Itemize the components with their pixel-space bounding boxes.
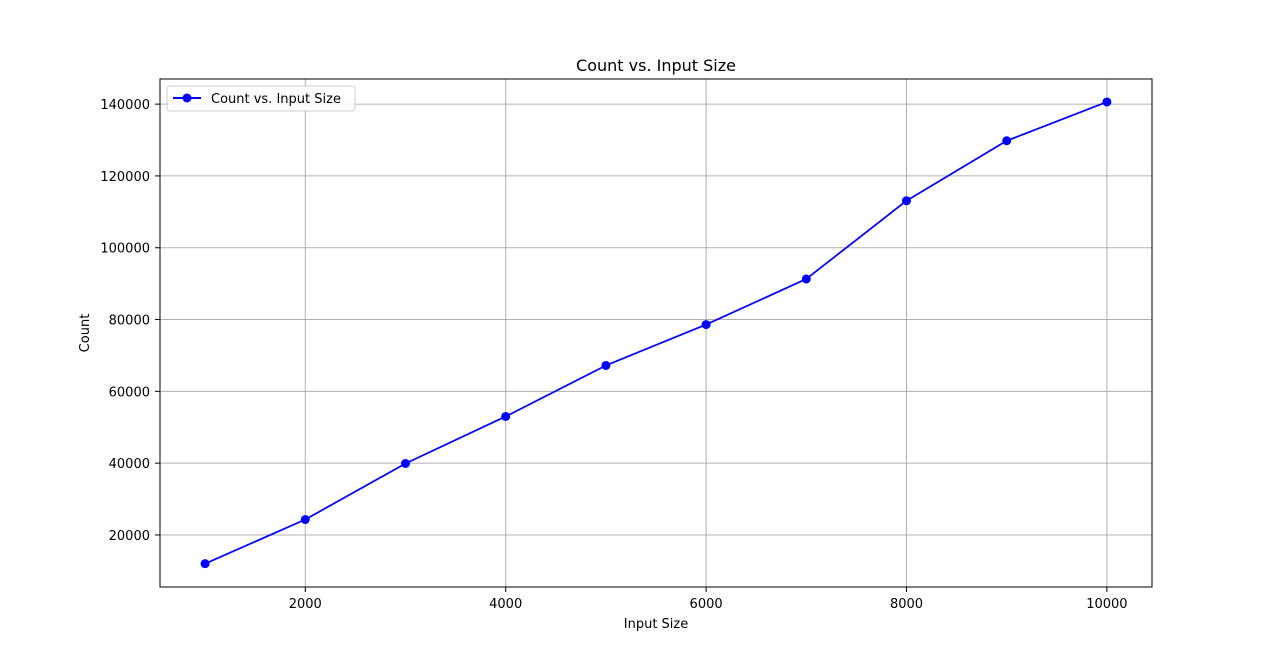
data-point bbox=[1002, 136, 1012, 146]
legend-box bbox=[166, 85, 356, 112]
legend-entry-label: Count vs. Input Size bbox=[211, 92, 341, 107]
data-point bbox=[200, 559, 210, 569]
y-tick-label: 140000 bbox=[100, 98, 150, 113]
data-point bbox=[501, 411, 511, 421]
legend-marker-sample bbox=[182, 93, 192, 103]
data-point bbox=[400, 459, 410, 469]
data-point bbox=[1102, 97, 1112, 107]
x-tick-label: 4000 bbox=[489, 597, 522, 612]
x-tick-label: 10000 bbox=[1086, 597, 1127, 612]
data-point bbox=[601, 360, 611, 370]
grid-lines bbox=[160, 79, 1152, 587]
axis-ticks: 2000 4000 6000 8000 10000 20000 40000 60000 8000… bbox=[100, 98, 1127, 612]
series-layer bbox=[200, 97, 1112, 569]
x-axis-label: Input Size bbox=[624, 617, 688, 632]
chart-title: Count vs. Input Size bbox=[576, 56, 736, 75]
y-axis-label: Count bbox=[78, 314, 93, 353]
y-tick-label: 100000 bbox=[100, 242, 150, 257]
y-tick-label: 20000 bbox=[109, 529, 150, 544]
legend: Count vs. Input Size bbox=[166, 85, 356, 112]
data-point bbox=[902, 196, 912, 206]
y-tick-label: 40000 bbox=[109, 457, 150, 472]
data-point bbox=[801, 274, 811, 284]
data-point bbox=[701, 320, 711, 330]
plot-frame bbox=[159, 78, 1153, 588]
series-line bbox=[204, 101, 1108, 565]
x-tick-label: 8000 bbox=[890, 597, 923, 612]
x-tick-label: 2000 bbox=[289, 597, 322, 612]
data-point bbox=[300, 515, 310, 525]
y-tick-label: 120000 bbox=[100, 170, 150, 185]
y-tick-label: 60000 bbox=[109, 385, 150, 400]
x-tick-label: 6000 bbox=[690, 597, 723, 612]
y-tick-label: 80000 bbox=[109, 314, 150, 329]
